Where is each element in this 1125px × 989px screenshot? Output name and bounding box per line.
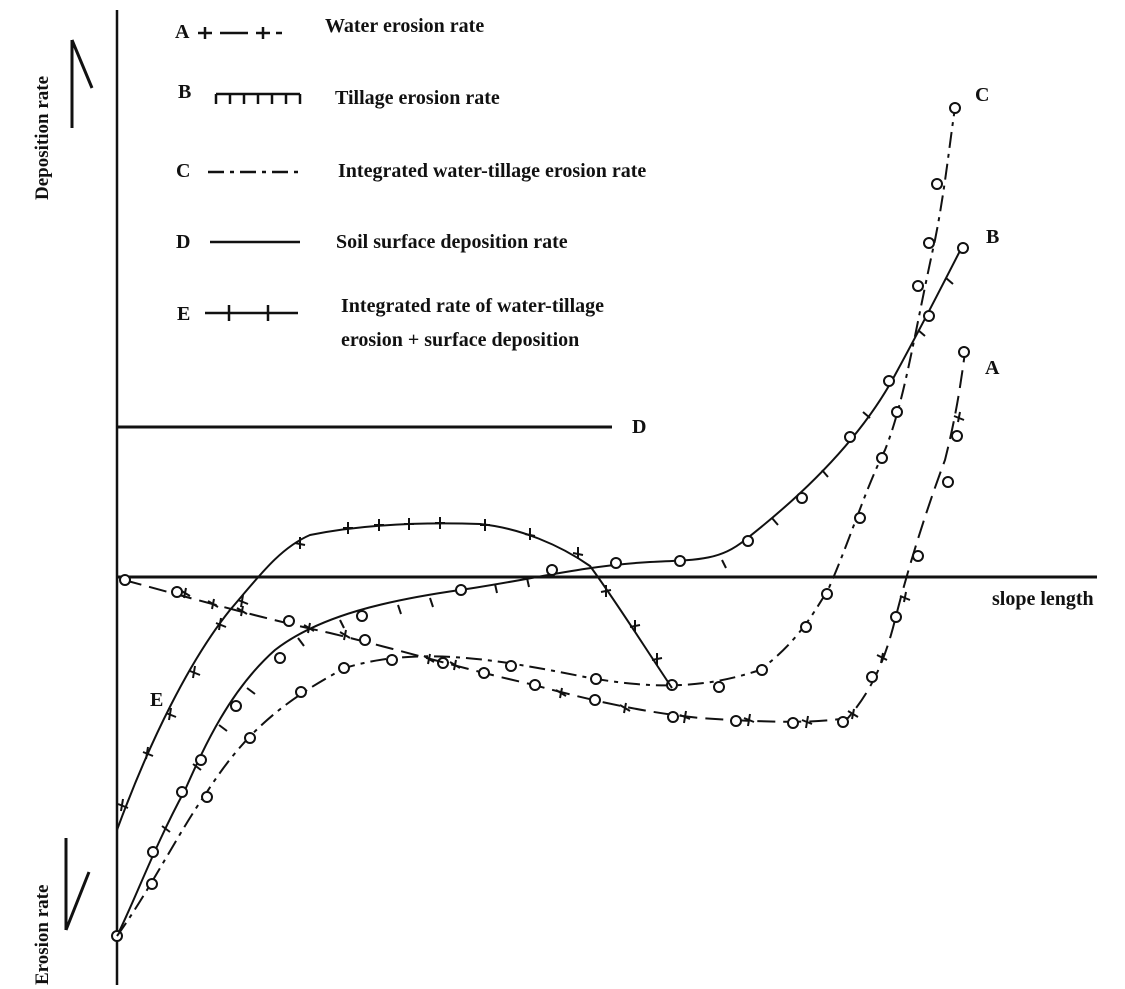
curve-b	[111, 242, 969, 942]
curve-a	[119, 346, 970, 729]
curve-c-line	[116, 107, 956, 937]
legend: A Water erosion rate B	[175, 15, 646, 351]
curve-label-a: A	[985, 357, 1000, 379]
legend-text-d: Soil surface deposition rate	[336, 231, 568, 253]
curve-b-ticks	[161, 277, 954, 833]
x-axis-label: slope length	[992, 588, 1094, 610]
legend-text-e-line2: erosion + surface deposition	[341, 329, 579, 351]
legend-item-a: A Water erosion rate	[175, 15, 484, 43]
curve-e	[116, 517, 673, 831]
legend-swatch-b	[214, 92, 302, 104]
legend-swatch-a	[198, 27, 282, 39]
legend-letter-c: C	[176, 160, 190, 182]
legend-item-d: D Soil surface deposition rate	[176, 231, 568, 253]
legend-letter-b: B	[178, 81, 191, 103]
curve-label-c: C	[975, 84, 989, 106]
legend-text-b: Tillage erosion rate	[335, 87, 500, 109]
y-bottom-label: Erosion rate	[32, 885, 53, 985]
legend-letter-a: A	[175, 21, 190, 43]
legend-text-a: Water erosion rate	[325, 15, 484, 37]
legend-text-c: Integrated water-tillage erosion rate	[338, 160, 646, 182]
legend-text-e-line1: Integrated rate of water-tillage	[341, 295, 604, 317]
curve-e-crosses	[117, 517, 663, 812]
curve-a-circles	[119, 346, 970, 729]
curve-label-d: D	[632, 416, 646, 438]
legend-letter-d: D	[176, 231, 190, 253]
y-top-label: Deposition rate	[32, 76, 53, 200]
curve-label-b: B	[986, 226, 999, 248]
legend-item-e: E Integrated rate of water-tillage erosi…	[177, 295, 604, 351]
curve-b-circles	[111, 242, 969, 942]
curve-a-line	[123, 351, 966, 723]
curve-c-circles	[146, 102, 961, 890]
curve-label-e: E	[150, 689, 163, 711]
legend-swatch-e	[205, 305, 298, 321]
curve-e-line	[116, 522, 673, 831]
legend-item-c: C Integrated water-tillage erosion rate	[176, 160, 646, 182]
erosion-arrow-icon	[64, 838, 91, 931]
legend-item-b: B Tillage erosion rate	[178, 81, 500, 109]
deposition-arrow-icon	[70, 39, 94, 128]
curve-c	[116, 102, 961, 937]
legend-letter-e: E	[177, 303, 190, 325]
curve-a-crosses	[179, 411, 965, 729]
